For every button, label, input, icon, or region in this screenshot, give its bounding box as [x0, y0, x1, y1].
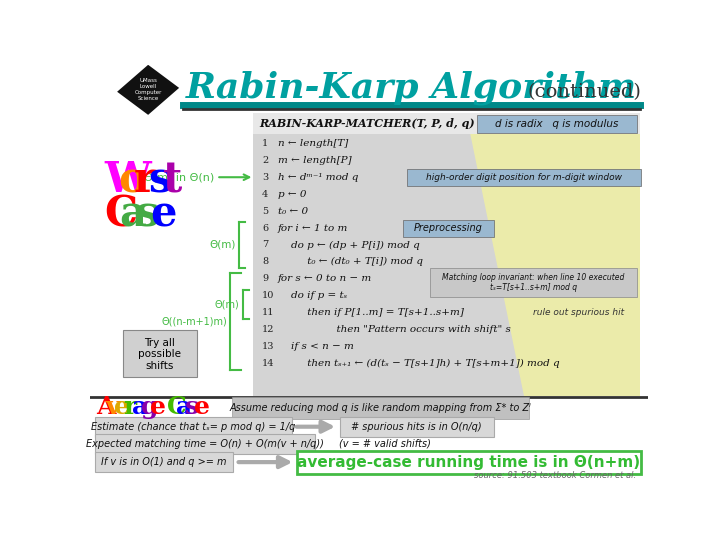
Text: 14: 14 [262, 359, 274, 368]
Text: 10: 10 [262, 291, 274, 300]
Text: Θ(m): Θ(m) [215, 299, 240, 309]
Text: UMass
Lowell
Computer
Science: UMass Lowell Computer Science [135, 78, 162, 101]
Text: e: e [114, 395, 130, 420]
Text: Expected matching time = O(n) + O(m(v + n/q)): Expected matching time = O(n) + O(m(v + … [86, 438, 323, 449]
Text: m ← length[P]: m ← length[P] [277, 156, 351, 165]
Text: a: a [132, 395, 148, 420]
FancyBboxPatch shape [94, 434, 315, 454]
Text: Θ((n-m+1)m): Θ((n-m+1)m) [161, 316, 228, 326]
Text: Rabin-Karp Algorithm: Rabin-Karp Algorithm [186, 71, 637, 105]
FancyBboxPatch shape [94, 452, 233, 472]
Text: for s ← 0 to n − m: for s ← 0 to n − m [277, 274, 372, 284]
Text: Θ(m): Θ(m) [210, 240, 235, 250]
Text: high-order digit position for m-digit window: high-order digit position for m-digit wi… [426, 173, 622, 182]
Text: Try all
possible
shifts: Try all possible shifts [138, 338, 181, 371]
Text: p ← 0: p ← 0 [277, 190, 306, 199]
Text: e: e [150, 194, 177, 236]
FancyBboxPatch shape [477, 115, 637, 133]
Text: then if P[1..m] = T[s+1..s+m]: then if P[1..m] = T[s+1..s+m] [277, 308, 464, 317]
Text: (continued): (continued) [528, 83, 642, 101]
Text: rule out spurious hit: rule out spurious hit [533, 308, 624, 317]
Text: if s < n − m: if s < n − m [277, 342, 354, 351]
Text: RABIN-KARP-MATCHER(T, P, d, q): RABIN-KARP-MATCHER(T, P, d, q) [259, 118, 474, 129]
Bar [253, 112, 640, 396]
Text: 8: 8 [262, 258, 268, 266]
Text: e: e [194, 395, 210, 420]
Text: Assume reducing mod q is like random mapping from Σ* to Zⁱ: Assume reducing mod q is like random map… [230, 403, 531, 413]
FancyBboxPatch shape [297, 450, 641, 474]
Text: t₀ ← 0: t₀ ← 0 [277, 207, 307, 215]
Text: g: g [141, 395, 158, 420]
Text: 13: 13 [262, 342, 274, 351]
Text: 1: 1 [262, 139, 269, 148]
Text: 11: 11 [262, 308, 274, 317]
Text: source: 91.503 textbook Cormen et al.: source: 91.503 textbook Cormen et al. [474, 471, 636, 480]
Text: A: A [96, 395, 116, 420]
FancyBboxPatch shape [407, 168, 641, 186]
Text: e: e [150, 395, 166, 420]
Text: 2: 2 [262, 156, 269, 165]
Text: t: t [163, 159, 182, 201]
Text: s: s [135, 194, 158, 236]
Text: Matching loop invariant: when line 10 executed
tₛ=T[s+1..s+m] mod q: Matching loop invariant: when line 10 ex… [442, 273, 624, 292]
Text: r: r [123, 395, 136, 420]
Text: 7: 7 [262, 240, 269, 249]
Text: Estimate (chance that tₛ= p mod q) = 1/q: Estimate (chance that tₛ= p mod q) = 1/q [91, 422, 295, 431]
Text: s: s [185, 395, 199, 420]
Text: C: C [168, 395, 187, 420]
Text: o: o [119, 159, 146, 201]
Text: t₀ ← (dt₀ + T[i]) mod q: t₀ ← (dt₀ + T[i]) mod q [277, 258, 423, 266]
Text: If v is in O(1) and q >= m: If v is in O(1) and q >= m [101, 457, 226, 467]
Text: C: C [104, 194, 137, 236]
FancyBboxPatch shape [94, 417, 292, 437]
Text: 6: 6 [262, 224, 268, 233]
Text: Θ(m) in Θ(n): Θ(m) in Θ(n) [144, 172, 214, 182]
Text: then tₛ₊₁ ← (d(tₛ − T[s+1]h) + T[s+m+1]) mod q: then tₛ₊₁ ← (d(tₛ − T[s+1]h) + T[s+m+1])… [277, 359, 559, 368]
Text: for i ← 1 to m: for i ← 1 to m [277, 224, 348, 233]
Text: v: v [105, 395, 120, 420]
Text: a: a [120, 194, 146, 236]
Text: # spurious hits is in O(n/q): # spurious hits is in O(n/q) [351, 422, 482, 431]
Text: 9: 9 [262, 274, 268, 284]
Text: 3: 3 [262, 173, 269, 182]
Text: then "Pattern occurs with shift" s: then "Pattern occurs with shift" s [277, 325, 510, 334]
FancyBboxPatch shape [232, 397, 529, 419]
Polygon shape [117, 65, 179, 115]
Text: d is radix   q is modulus: d is radix q is modulus [495, 119, 618, 129]
Text: Preprocessing: Preprocessing [413, 223, 482, 233]
FancyBboxPatch shape [403, 220, 494, 237]
Bar [253, 112, 640, 134]
Text: n ← length[T]: n ← length[T] [277, 139, 348, 148]
Text: average-case running time is in Θ(n+m): average-case running time is in Θ(n+m) [297, 455, 641, 470]
Text: do p ← (dp + P[i]) mod q: do p ← (dp + P[i]) mod q [277, 240, 419, 249]
Text: (v = # valid shifts): (v = # valid shifts) [338, 438, 431, 449]
Text: do if p = tₛ: do if p = tₛ [277, 291, 346, 300]
Text: 12: 12 [262, 325, 274, 334]
Polygon shape [466, 112, 640, 396]
Text: r: r [133, 159, 156, 201]
Text: W: W [104, 159, 150, 201]
Text: h ← dᵐ⁻¹ mod q: h ← dᵐ⁻¹ mod q [277, 173, 358, 182]
Text: 4: 4 [262, 190, 269, 199]
FancyBboxPatch shape [431, 268, 637, 296]
Text: a: a [176, 395, 192, 420]
Text: 5: 5 [262, 207, 268, 215]
FancyBboxPatch shape [122, 330, 197, 377]
FancyBboxPatch shape [340, 417, 494, 437]
Text: s: s [148, 159, 171, 201]
